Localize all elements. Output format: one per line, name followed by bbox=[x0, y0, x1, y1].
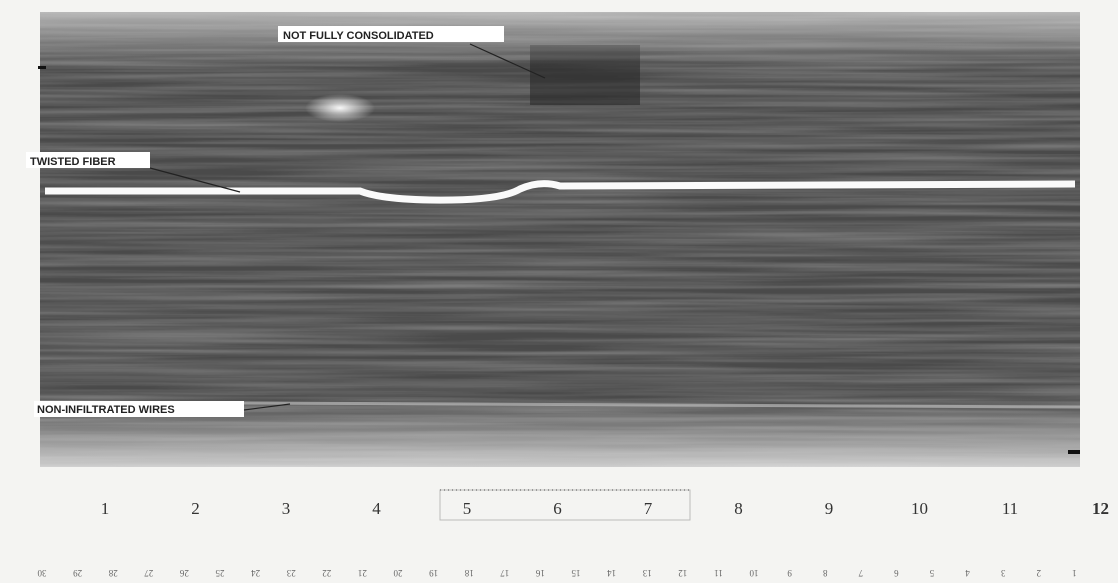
scale-number-inverted: 13 bbox=[642, 568, 652, 578]
scale-number: 10 bbox=[911, 499, 928, 518]
annotation: NOT FULLY CONSOLIDATED bbox=[283, 30, 434, 42]
scale-number-inverted: 2 bbox=[1037, 568, 1042, 578]
annotation: NON-INFILTRATED WIRES bbox=[37, 404, 175, 416]
scale-number-inverted: 8 bbox=[822, 568, 827, 578]
scale-number-inverted: 4 bbox=[965, 568, 970, 578]
scale-number-inverted: 1 bbox=[1072, 568, 1077, 578]
scale-number-inverted: 16 bbox=[535, 568, 545, 578]
scale-number: 2 bbox=[191, 499, 200, 518]
scale-number-inverted: 28 bbox=[108, 568, 118, 578]
radiograph-page: NOT FULLY CONSOLIDATED TWISTED FIBER NON… bbox=[0, 0, 1118, 583]
scale-number: 4 bbox=[372, 499, 381, 518]
scale-number: 8 bbox=[734, 499, 743, 518]
scale-number: 9 bbox=[825, 499, 834, 518]
scale-number-inverted: 15 bbox=[571, 568, 581, 578]
scale-number: 11 bbox=[1002, 499, 1018, 518]
scale-number-inverted: 17 bbox=[500, 568, 510, 578]
scale-number-inverted: 19 bbox=[429, 568, 439, 578]
scale-number-inverted: 22 bbox=[322, 568, 331, 578]
scale-number-inverted: 20 bbox=[393, 568, 403, 578]
scale-number-inverted: 18 bbox=[464, 568, 474, 578]
annotation: TWISTED FIBER bbox=[30, 156, 116, 168]
scale-number-inverted: 7 bbox=[858, 568, 863, 578]
scale-number-inverted: 10 bbox=[749, 568, 759, 578]
scale-number-inverted: 24 bbox=[251, 568, 261, 578]
scale-number-inverted: 26 bbox=[179, 568, 189, 578]
scale-number-inverted: 25 bbox=[215, 568, 225, 578]
scale-number: 1 bbox=[101, 499, 110, 518]
scale-number-inverted: 21 bbox=[358, 568, 367, 578]
scale-number: 5 bbox=[463, 499, 472, 518]
scale-number-inverted: 5 bbox=[929, 568, 934, 578]
scale-number-inverted: 11 bbox=[714, 568, 723, 578]
scale-number-inverted: 27 bbox=[144, 568, 154, 578]
scale-number: 3 bbox=[282, 499, 291, 518]
scale-number: 7 bbox=[644, 499, 653, 518]
scale-number-inverted: 9 bbox=[787, 568, 792, 578]
scale-number-inverted: 14 bbox=[607, 568, 617, 578]
scale-number-inverted: 12 bbox=[678, 568, 687, 578]
radiograph bbox=[38, 12, 1080, 467]
ruler bbox=[440, 490, 690, 520]
scale-number: 6 bbox=[553, 499, 562, 518]
scale-number: 12 bbox=[1092, 499, 1109, 518]
scale-number-inverted: 3 bbox=[1000, 568, 1005, 578]
scale-number-inverted: 30 bbox=[37, 568, 47, 578]
scale-number-inverted: 29 bbox=[73, 568, 83, 578]
scale-number-inverted: 23 bbox=[286, 568, 296, 578]
scale-number-inverted: 6 bbox=[894, 568, 899, 578]
